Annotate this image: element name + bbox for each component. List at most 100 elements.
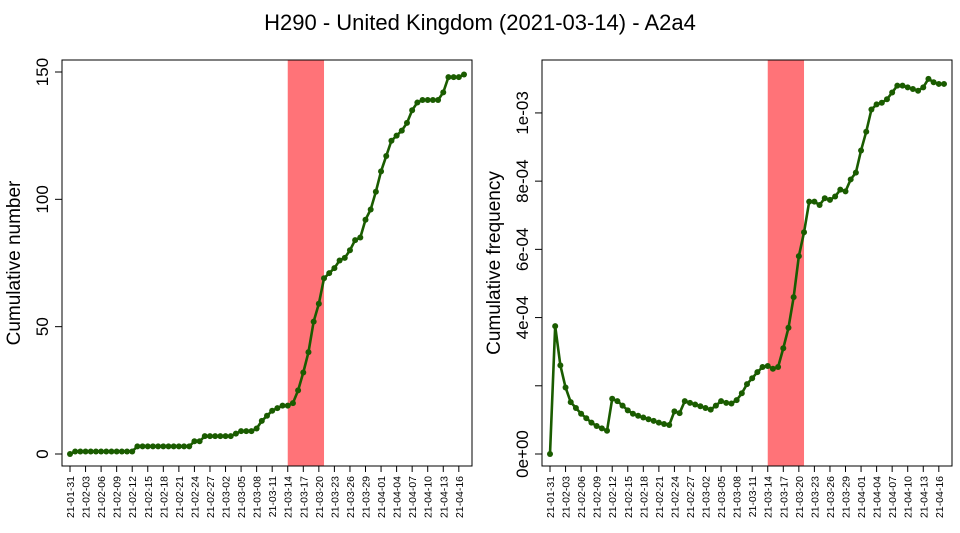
data-point [941,80,947,87]
data-point [645,416,652,423]
data-point [72,448,79,455]
x-tick-label: 21-03-11 [747,476,759,517]
data-point [915,87,922,94]
data-point [728,400,735,407]
data-point [258,417,265,424]
x-tick-label: 21-04-07 [887,476,899,518]
y-tick-label: 8e-04 [513,159,532,202]
data-point [707,406,714,413]
data-point [118,448,125,455]
x-tick-label: 21-03-14 [763,476,775,518]
x-tick-label: 21-03-02 [701,476,713,518]
x-tick-label: 21-03-17 [778,476,790,518]
data-point [435,97,442,104]
data-point [113,448,120,455]
data-point [712,402,719,409]
data-point [635,412,642,419]
x-tick-label: 21-02-27 [685,476,697,518]
x-tick-label: 21-02-12 [127,476,139,518]
data-point [284,402,291,409]
data-point [718,398,725,405]
data-point [403,119,410,126]
data-point [378,168,385,175]
data-point [165,443,172,450]
data-point [103,448,110,455]
data-point [274,405,281,412]
data-point [733,397,740,404]
x-tick-label: 21-02-06 [96,476,108,518]
x-tick-label: 21-04-16 [454,476,466,518]
x-tick-label: 21-02-21 [654,476,666,518]
y-tick-label: 0e+00 [513,430,532,478]
data-point [629,410,636,417]
x-tick-label: 21-03-11 [267,476,279,517]
x-tick-label: 21-04-07 [407,476,419,518]
data-point [367,206,374,213]
data-point [98,448,105,455]
x-tick-label: 21-02-15 [143,476,155,518]
data-point [873,101,880,108]
x-tick-label: 21-03-08 [252,476,264,518]
data-point [393,132,400,139]
x-tick-label: 21-04-01 [856,476,868,518]
data-point [801,229,808,236]
data-point [697,403,704,410]
data-point [930,79,937,86]
data-point [661,420,668,427]
data-point [388,137,395,144]
x-tick-label: 21-03-23 [809,476,821,518]
data-point [925,75,932,82]
data-point [372,188,379,195]
data-point [362,216,369,223]
y-tick-label: 4e-04 [513,296,532,339]
x-tick-label: 21-03-26 [345,476,357,518]
data-point [567,399,574,406]
y-tick-label: 50 [33,317,52,336]
data-point [702,404,709,411]
data-point [310,318,317,325]
data-point [826,196,833,203]
data-point [723,399,730,406]
data-point [445,74,452,81]
data-point [279,402,286,409]
data-point [253,425,260,432]
data-point [640,414,647,421]
data-point [414,99,421,106]
x-tick-label: 21-02-06 [576,476,588,518]
data-point [331,265,338,272]
data-point [681,398,688,405]
data-point [321,275,328,282]
x-tick-label: 21-03-17 [298,476,310,518]
data-point [883,96,890,103]
data-point [87,448,94,455]
x-tick-label: 21-02-21 [174,476,186,518]
data-point [129,448,136,455]
data-point [604,427,611,434]
data-point [134,443,141,450]
data-point [547,451,553,457]
data-point [429,97,436,104]
data-point [315,300,322,307]
y-tick-label: 6e-04 [513,228,532,271]
data-point [295,387,302,394]
data-point [811,198,818,205]
data-point [269,407,276,414]
data-point [289,400,296,407]
data-point [562,384,569,391]
x-tick-label: 21-02-03 [561,476,573,518]
x-tick-label: 21-04-04 [872,476,884,518]
data-point [124,448,131,455]
y-tick-label: 1e-03 [513,91,532,134]
x-tick-label: 21-04-04 [392,476,404,518]
x-tick-label: 21-03-08 [732,476,744,518]
data-point [619,402,626,409]
data-point [170,443,177,450]
data-point [785,324,792,331]
data-point [357,234,364,241]
data-point [222,433,229,440]
x-tick-label: 21-03-14 [283,476,295,518]
series-line [69,73,465,456]
y-tick-label: 0 [33,449,52,458]
x-tick-label: 21-03-29 [361,476,373,518]
